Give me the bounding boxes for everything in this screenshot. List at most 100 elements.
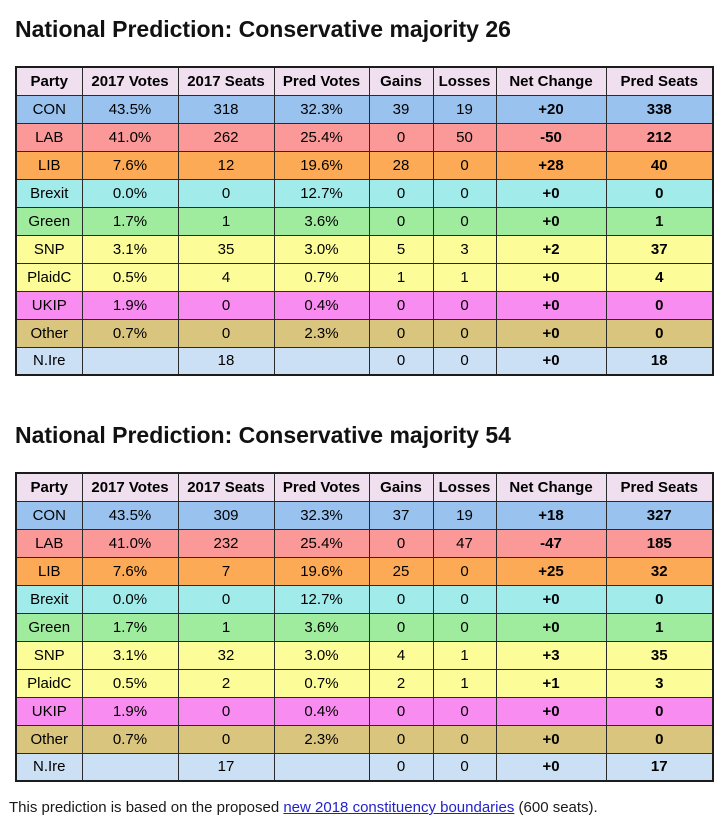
table-row-con: CON 43.5% 318 32.3% 39 19 +20 338 (15, 94, 714, 124)
cell-losses: 0 (432, 178, 497, 208)
cell-2017-seats: 0 (177, 696, 275, 726)
cell-pred-votes: 2.3% (273, 318, 370, 348)
table-row-ukip: UKIP 1.9% 0 0.4% 0 0 +0 0 (15, 696, 714, 726)
col-header-pred-votes: Pred Votes (273, 472, 370, 502)
cell-net-change: +0 (495, 696, 607, 726)
cell-2017-seats: 309 (177, 500, 275, 530)
cell-net-change: +0 (495, 752, 607, 782)
cell-2017-seats: 318 (177, 94, 275, 124)
cell-net-change: +0 (495, 206, 607, 236)
cell-2017-votes: 0.7% (81, 724, 179, 754)
cell-pred-seats: 1 (605, 206, 714, 236)
cell-pred-seats: 0 (605, 290, 714, 320)
cell-losses: 0 (432, 584, 497, 614)
cell-pred-votes: 3.6% (273, 206, 370, 236)
cell-pred-votes: 25.4% (273, 528, 370, 558)
cell-gains: 37 (368, 500, 434, 530)
cell-2017-votes: 3.1% (81, 234, 179, 264)
cell-losses: 0 (432, 346, 497, 376)
cell-party: LIB (15, 150, 83, 180)
footnote: This prediction is based on the proposed… (9, 799, 716, 816)
col-header-losses: Losses (432, 66, 497, 96)
cell-net-change: +0 (495, 724, 607, 754)
cell-pred-seats: 212 (605, 122, 714, 152)
cell-net-change: -47 (495, 528, 607, 558)
col-header-losses: Losses (432, 472, 497, 502)
cell-gains: 39 (368, 94, 434, 124)
col-header-pred-seats: Pred Seats (605, 472, 714, 502)
cell-losses: 0 (432, 150, 497, 180)
cell-pred-seats: 0 (605, 724, 714, 754)
col-header-net-change: Net Change (495, 472, 607, 502)
cell-net-change: +0 (495, 290, 607, 320)
cell-party: UKIP (15, 696, 83, 726)
table-row-lab: LAB 41.0% 262 25.4% 0 50 -50 212 (15, 122, 714, 152)
cell-net-change: +0 (495, 178, 607, 208)
cell-gains: 2 (368, 668, 434, 698)
table-row-green: Green 1.7% 1 3.6% 0 0 +0 1 (15, 206, 714, 236)
cell-losses: 0 (432, 724, 497, 754)
cell-pred-votes (273, 752, 370, 782)
cell-pred-seats: 0 (605, 584, 714, 614)
cell-2017-seats: 18 (177, 346, 275, 376)
cell-losses: 0 (432, 696, 497, 726)
cell-gains: 0 (368, 696, 434, 726)
cell-gains: 0 (368, 724, 434, 754)
cell-losses: 50 (432, 122, 497, 152)
cell-gains: 0 (368, 752, 434, 782)
table-row-lib: LIB 7.6% 7 19.6% 25 0 +25 32 (15, 556, 714, 586)
cell-pred-votes: 3.6% (273, 612, 370, 642)
cell-pred-votes: 32.3% (273, 94, 370, 124)
cell-pred-seats: 0 (605, 178, 714, 208)
cell-gains: 0 (368, 612, 434, 642)
table-row-other: Other 0.7% 0 2.3% 0 0 +0 0 (15, 724, 714, 754)
cell-net-change: +0 (495, 346, 607, 376)
cell-2017-votes: 0.7% (81, 318, 179, 348)
cell-gains: 0 (368, 206, 434, 236)
cell-2017-seats: 17 (177, 752, 275, 782)
cell-net-change: +28 (495, 150, 607, 180)
cell-pred-seats: 4 (605, 262, 714, 292)
col-header-pred-votes: Pred Votes (273, 66, 370, 96)
cell-pred-votes: 19.6% (273, 150, 370, 180)
cell-losses: 19 (432, 500, 497, 530)
cell-gains: 4 (368, 640, 434, 670)
cell-gains: 0 (368, 290, 434, 320)
cell-party: PlaidC (15, 668, 83, 698)
cell-pred-seats: 185 (605, 528, 714, 558)
cell-party: N.Ire (15, 346, 83, 376)
cell-pred-votes (273, 346, 370, 376)
cell-2017-seats: 35 (177, 234, 275, 264)
col-header-pred-seats: Pred Seats (605, 66, 714, 96)
table-row-snp: SNP 3.1% 35 3.0% 5 3 +2 37 (15, 234, 714, 264)
cell-pred-seats: 37 (605, 234, 714, 264)
cell-pred-votes: 3.0% (273, 640, 370, 670)
cell-pred-votes: 0.7% (273, 262, 370, 292)
cell-losses: 0 (432, 556, 497, 586)
table-row-brexit: Brexit 0.0% 0 12.7% 0 0 +0 0 (15, 178, 714, 208)
cell-party: CON (15, 94, 83, 124)
table-row-con: CON 43.5% 309 32.3% 37 19 +18 327 (15, 500, 714, 530)
cell-party: N.Ire (15, 752, 83, 782)
table-row-plaidc: PlaidC 0.5% 2 0.7% 2 1 +1 3 (15, 668, 714, 698)
cell-pred-seats: 338 (605, 94, 714, 124)
cell-2017-votes: 1.9% (81, 290, 179, 320)
boundaries-link[interactable]: new 2018 constituency boundaries (283, 799, 515, 816)
table-row-nire: N.Ire 17 0 0 +0 17 (15, 752, 714, 782)
cell-losses: 0 (432, 206, 497, 236)
cell-gains: 0 (368, 528, 434, 558)
cell-gains: 0 (368, 346, 434, 376)
cell-2017-seats: 2 (177, 668, 275, 698)
table-row-brexit: Brexit 0.0% 0 12.7% 0 0 +0 0 (15, 584, 714, 614)
cell-pred-votes: 0.4% (273, 290, 370, 320)
cell-2017-seats: 0 (177, 584, 275, 614)
cell-2017-votes: 7.6% (81, 150, 179, 180)
cell-pred-seats: 1 (605, 612, 714, 642)
cell-net-change: +2 (495, 234, 607, 264)
cell-gains: 1 (368, 262, 434, 292)
cell-2017-votes: 0.0% (81, 178, 179, 208)
cell-pred-seats: 18 (605, 346, 714, 376)
cell-2017-votes: 0.5% (81, 668, 179, 698)
cell-2017-seats: 1 (177, 612, 275, 642)
